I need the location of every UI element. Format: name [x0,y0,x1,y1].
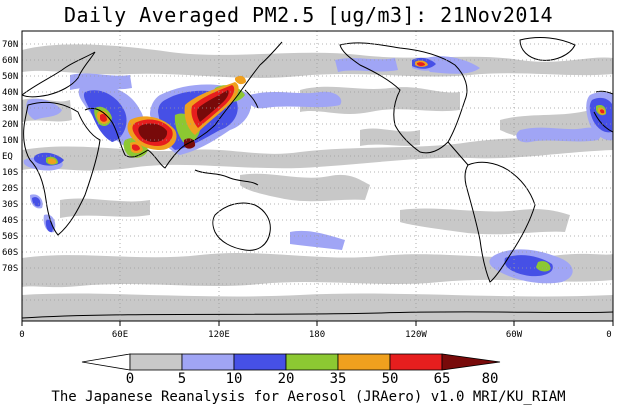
coastlines [22,37,613,319]
lon-label: 60E [112,330,128,340]
colorbar-swatch-2 [181,353,235,371]
colorbar-label: 10 [226,371,243,387]
lat-label: 20N [2,120,18,130]
lat-label: 30S [2,200,18,210]
lat-label: 60S [2,248,18,258]
lon-label: 0 [606,330,611,340]
lon-label: 120W [405,330,427,340]
colorbar-label: 20 [278,371,295,387]
lat-label: 30N [2,104,18,114]
lat-label: 60N [2,56,18,66]
lon-label: 0 [19,330,24,340]
colorbar-label: 65 [434,371,451,387]
lat-label: 50S [2,232,18,242]
latitude-labels: 70N 60N 50N 40N 30N 20N 10N EQ 10S 20S 3… [2,40,18,274]
tick-marks [21,321,614,326]
longitude-labels: 0 60E 120E 180 120W 60W 0 [19,330,611,340]
colorbar-swatch-0 [81,353,131,371]
colorbar-swatch-4 [285,353,339,371]
lat-label: EQ [2,152,13,162]
gridlines [22,31,613,321]
colorbar-label: 5 [178,371,186,387]
lat-label: 70S [2,264,18,274]
footer-credit: The Japanese Reanalysis for Aerosol (JRA… [51,389,566,405]
lat-label: 10S [2,168,18,178]
colorbar-label: 50 [382,371,399,387]
colorbar [81,353,501,371]
lon-label: 180 [309,330,325,340]
colorbar-swatch-7 [441,353,501,371]
colorbar-label: 80 [482,371,499,387]
lat-label: 50N [2,72,18,82]
lon-label: 60W [506,330,523,340]
colorbar-swatch-3 [233,353,287,371]
lon-label: 120E [208,330,230,340]
colorbar-label: 0 [126,371,134,387]
colorbar-labels: 0 5 10 20 35 50 65 80 [126,371,499,387]
colorbar-swatch-1 [129,353,183,371]
colorbar-swatch-6 [389,353,443,371]
map-title: Daily Averaged PM2.5 [ug/m3]: 21Nov2014 [63,3,554,27]
colorbar-swatch-5 [337,353,391,371]
colorbar-label: 35 [330,371,347,387]
lat-label: 40S [2,216,18,226]
lat-label: 70N [2,40,18,50]
lat-label: 20S [2,184,18,194]
lat-label: 10N [2,136,18,146]
lat-label: 40N [2,88,18,98]
